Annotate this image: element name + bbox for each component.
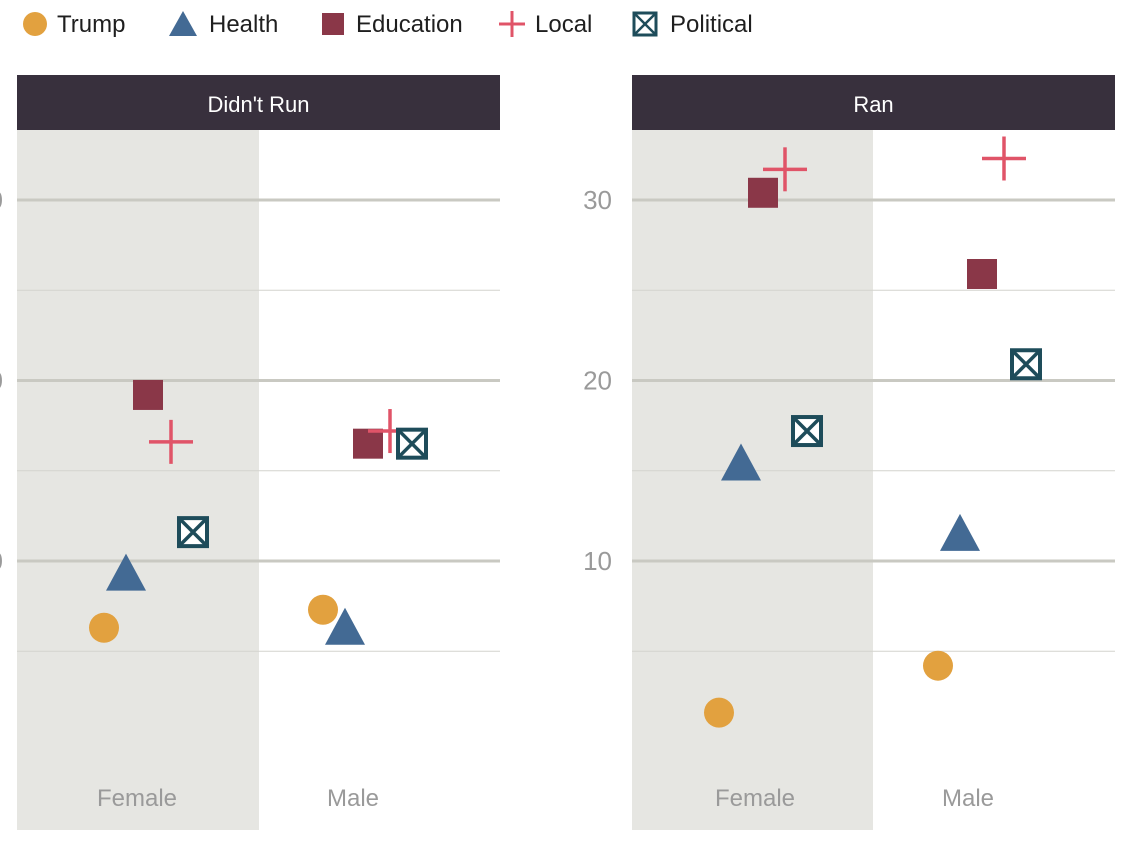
point-education-female [748,177,778,208]
point-education-male [353,428,383,459]
panel-title: Didn't Run [207,92,309,117]
x-category-label: Female [715,785,795,812]
female-band [17,130,259,830]
point-trump-female [89,612,119,643]
point-local-female [763,147,807,192]
point-health-female [106,553,146,591]
y-tick-label: 20 [583,366,612,396]
y-tick-label: 0 [0,185,3,215]
legend-item-education: Education [322,11,463,38]
x-category-label: Male [327,785,379,812]
legend-label: Trump [57,11,125,38]
point-political-male-d2 [396,428,428,459]
legend-marker-triangle [169,11,197,36]
point-political-female [791,415,823,448]
legend-label: Health [209,11,278,38]
panel-didn-t-run: Didn't Run 0 0 0 Female Male [0,75,500,830]
legend-label: Local [535,11,592,38]
y-tick-label: 10 [583,546,612,576]
point-health-male [325,607,365,645]
point-political-male [396,427,428,460]
point-health-male [940,513,980,551]
x-category-label: Male [942,785,994,812]
point-education-female [133,379,163,410]
legend-item-health: Health [169,11,278,38]
point-trump-male [923,650,953,681]
panel-header [17,75,500,130]
y-tick-label: 0 [0,546,3,576]
legend-marker-circle [23,12,47,36]
legend-marker-x2 [633,12,657,36]
panel-header [632,75,1115,130]
y-tick-label: 0 [0,366,3,396]
point-political-male [1010,348,1042,381]
point-trump-male [308,594,338,625]
point-education-male [967,259,997,290]
point-political-female [177,516,209,549]
y-tick-label: 30 [583,185,612,215]
legend-item-political: Political [632,11,753,38]
legend-marker-square [322,13,344,35]
legend-item-trump: Trump [23,11,125,38]
legend-label: Political [670,11,753,38]
point-political-male-d2 [1010,349,1042,380]
legend-item-local: Local [499,11,592,38]
point-political-female-d2 [791,415,823,447]
point-trump-female [704,697,734,728]
panel-ran: Ran 10 20 30 Female Male [583,75,1115,830]
legend-label: Education [356,11,463,38]
x-category-label: Female [97,785,177,812]
point-local-female [149,419,193,464]
point-local-male [982,136,1026,181]
point-health-female [721,443,761,481]
point-political-female-d2 [177,516,209,548]
panel-title: Ran [853,92,893,117]
